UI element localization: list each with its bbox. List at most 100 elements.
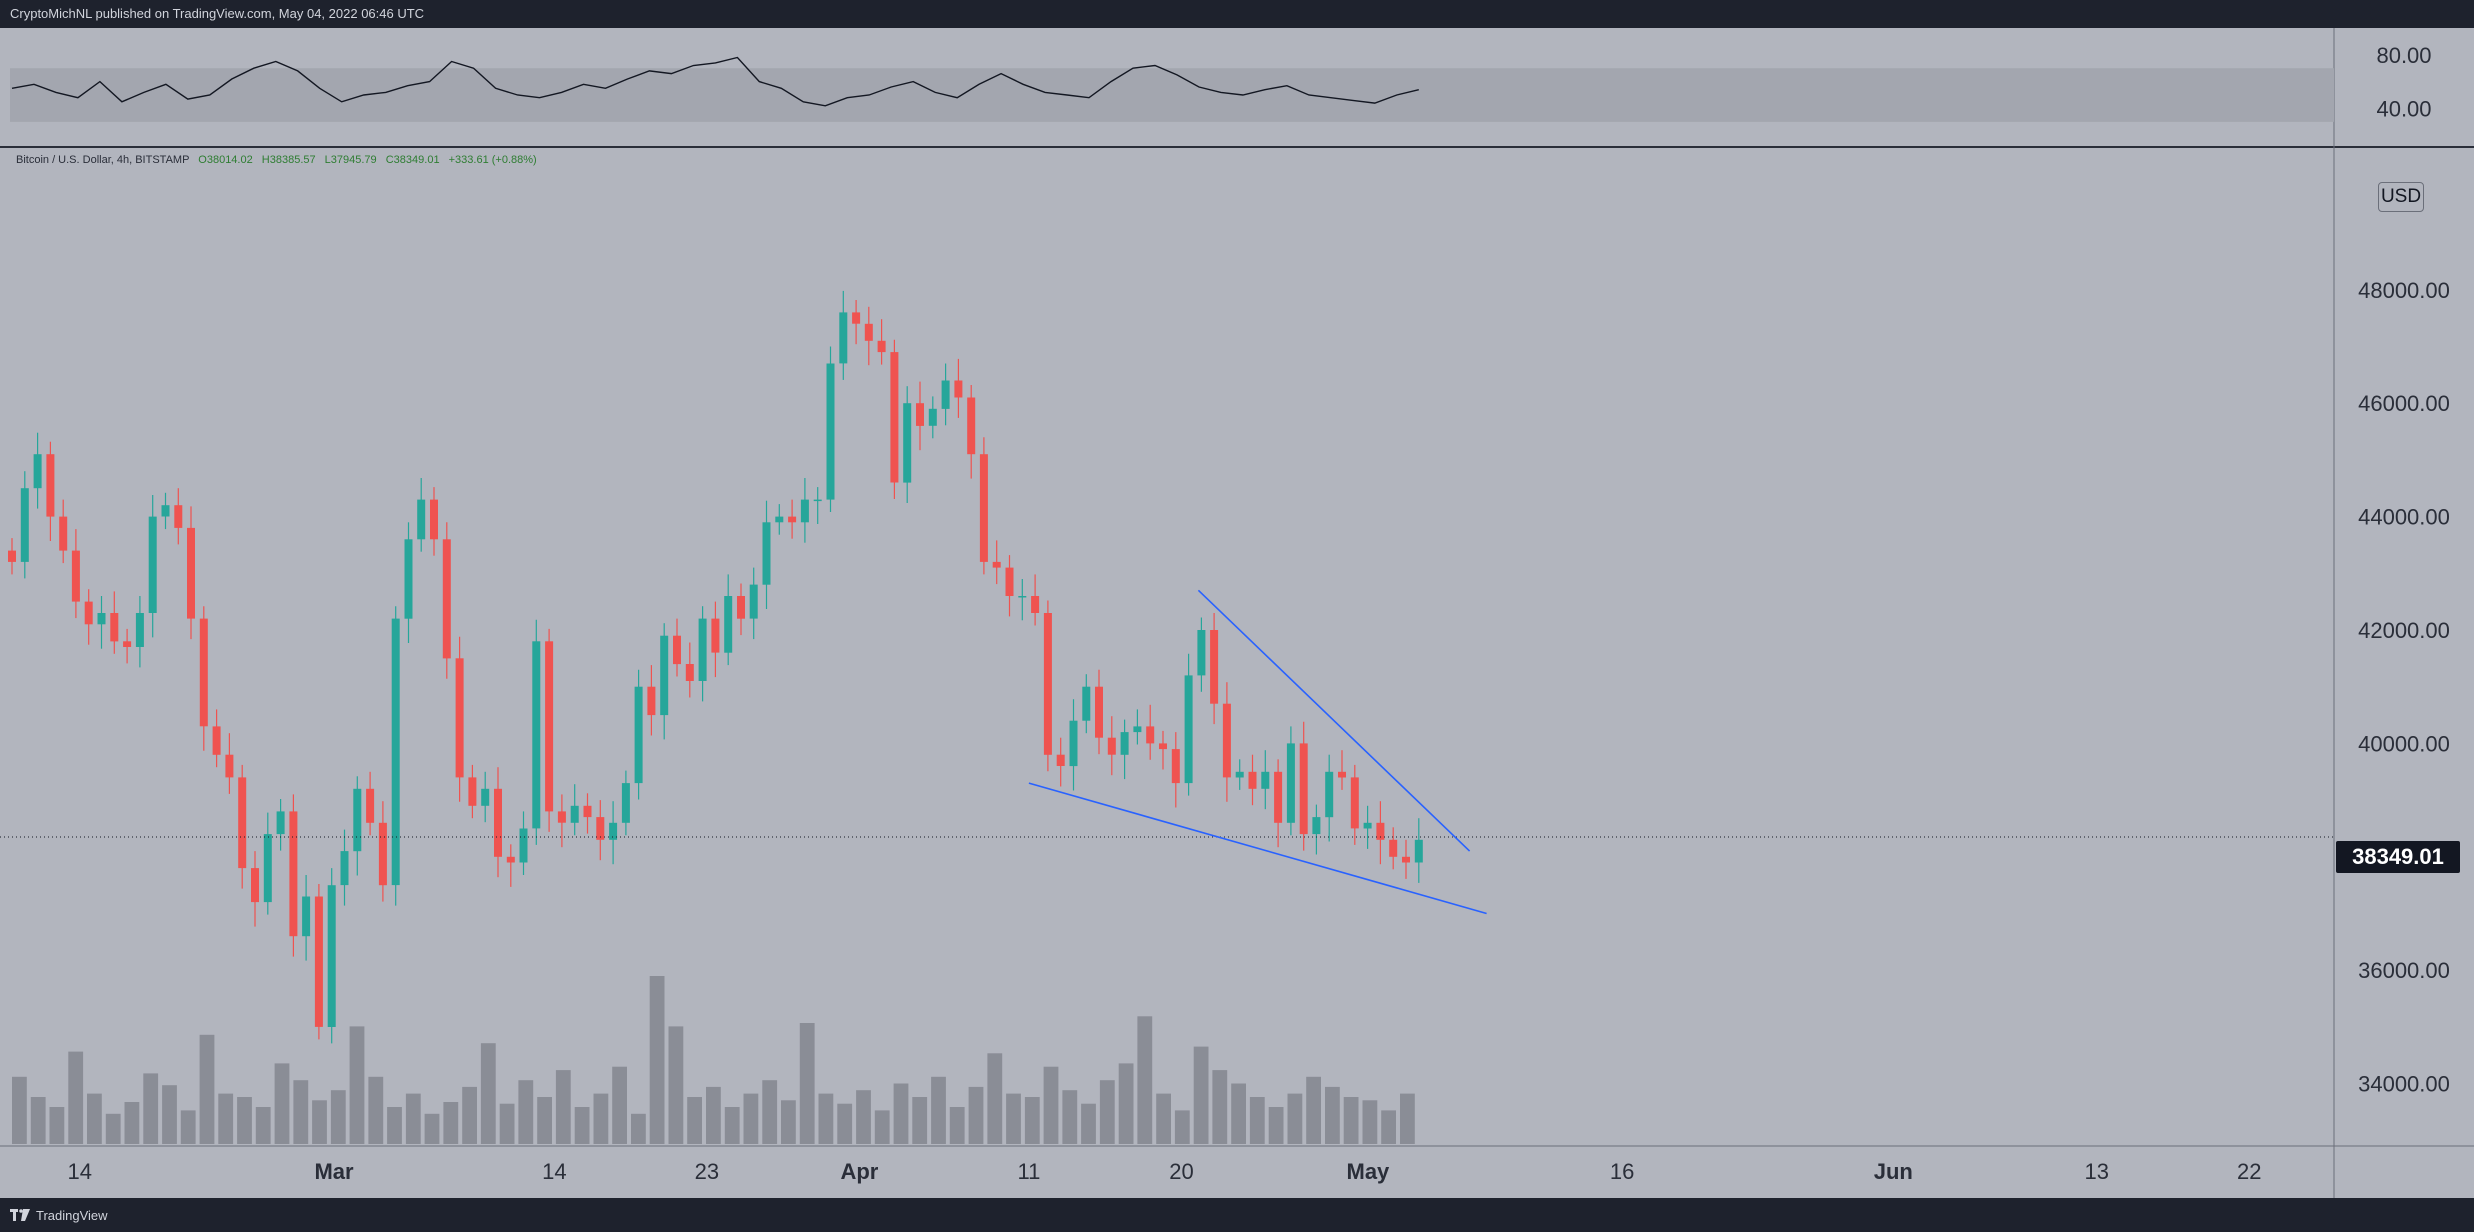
volume-bar [237,1097,252,1144]
candle-body [20,488,29,562]
volume-bar [105,1113,121,1144]
volume-bar [1118,1063,1134,1144]
volume-bar [12,1076,27,1144]
volume-bar [368,1076,384,1144]
volume-bar [499,1103,515,1144]
candle-body [1363,822,1372,829]
chart-background [0,28,2474,1198]
rsi-pane [10,56,2334,122]
candle-body [762,522,771,585]
volume-bar [312,1100,327,1144]
high-value: H38385.57 [261,154,316,166]
volume-bar [293,1080,309,1144]
candle-body [967,397,976,455]
candle-body [59,516,68,551]
candle-body [532,641,541,829]
attribution-bar: CryptoMichNL published on TradingView.co… [0,0,2474,28]
volume-bar [687,1097,702,1144]
candle-body [494,788,502,857]
volume-bar [87,1093,102,1144]
price-axis-tick-label: 44000.00 [2358,505,2450,530]
candle-body [903,403,912,483]
time-axis-tick-label: May [1347,1159,1391,1184]
candle-body [737,596,745,619]
low-value: L37945.79 [324,154,377,166]
candle-body [97,613,106,625]
volume-bar [1156,1093,1171,1144]
candle-body [1159,743,1167,750]
volume-bar [1099,1080,1115,1144]
candle-body [583,805,592,818]
candle-body [1389,839,1398,857]
time-axis-tick-label: 16 [1610,1159,1634,1184]
rsi-line [11,56,1419,107]
candle-body [1299,743,1308,835]
candle-body [8,550,16,562]
volume-bar [631,1113,646,1144]
time-axis-tick-label: 14 [68,1159,92,1184]
volume-bar [1268,1107,1284,1144]
candle-body [276,811,285,835]
price-axis-tick-label: 36000.00 [2358,958,2450,983]
footer-bar: TradingView [0,1198,2474,1232]
chart-svg[interactable]: 48000.00 46000.00 44000.00 42000.00 40000.00… [0,28,2474,1198]
candle-body [1350,777,1359,829]
volume-bar [274,1063,290,1144]
volume-bar [912,1097,928,1144]
volume-bar [462,1086,477,1144]
candle-body [302,896,311,937]
trendline [1028,782,1487,915]
volume-bars [12,976,1415,1144]
trendlines[interactable] [1028,589,1487,915]
volume-bar [1043,1066,1059,1144]
volume-bar [799,1023,815,1144]
candle-body [839,312,848,364]
candle-body [519,828,528,863]
candle-body [1018,596,1027,598]
volume-bar [180,1110,196,1144]
price-axis-tick-label: 46000.00 [2358,391,2450,416]
candle-body [890,352,899,483]
candle-body [1043,613,1052,755]
candle-body [660,635,669,716]
volume-bar [1137,1016,1153,1144]
currency-button[interactable]: USD [2378,182,2424,212]
candle-body [71,550,80,602]
volume-bar [1081,1103,1096,1144]
time-axis-tick-label: 23 [695,1159,719,1184]
candle-body [314,896,323,1027]
volume-bar [1287,1093,1303,1144]
candle-body [251,868,259,903]
candle-body [1146,726,1155,744]
price-pane-background [0,148,2474,1146]
volume-bar [1174,1110,1190,1144]
candle-body [621,783,630,823]
candle-body [941,380,950,409]
volume-bar [968,1086,984,1144]
volume-bar [612,1066,627,1144]
volume-bar [518,1080,534,1144]
candle-body [647,686,656,716]
symbol-name: Bitcoin / U.S. Dollar, 4h, BITSTAMP [16,154,190,166]
candle-body [33,454,42,489]
volume-bar [1231,1083,1246,1144]
volume-bar [555,1070,571,1144]
candle-body [1095,686,1103,738]
volume-bar [68,1051,84,1144]
volume-bar [424,1113,440,1144]
volume-bar [762,1080,778,1144]
candle-body [852,312,861,324]
volume-bar [255,1107,271,1144]
candle-body [826,363,835,500]
volume-bar [837,1103,853,1144]
price-axis-tick-label: 42000.00 [2358,618,2450,643]
time-axis-tick-label: 22 [2237,1159,2261,1184]
candle-body [404,539,413,619]
candle-body [148,516,157,613]
candle-body [1069,720,1078,767]
chart-area[interactable]: 48000.00 46000.00 44000.00 42000.00 40000.00… [0,28,2474,1198]
close-value: C38349.01 [385,154,440,166]
volume-bar [949,1107,965,1144]
candle-body [263,834,272,903]
time-axis-tick-label: 13 [2084,1159,2108,1184]
